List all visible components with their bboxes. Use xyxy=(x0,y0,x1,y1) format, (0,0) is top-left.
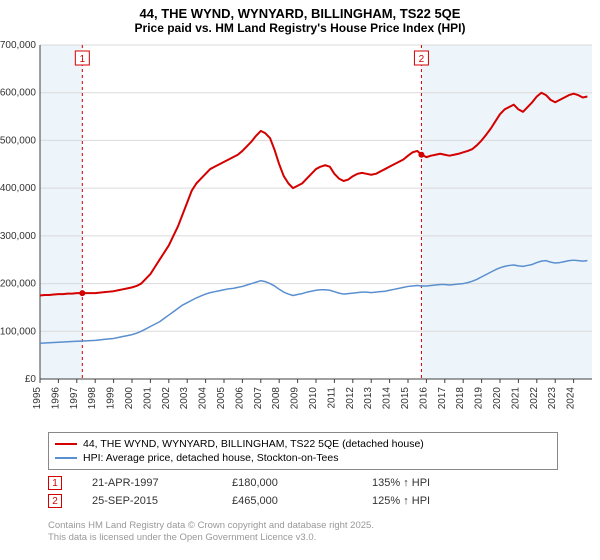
marker-price: £180,000 xyxy=(232,477,372,489)
svg-text:£300,000: £300,000 xyxy=(0,231,36,242)
svg-text:2019: 2019 xyxy=(474,387,485,410)
svg-text:2022: 2022 xyxy=(529,387,540,410)
marker-date: 21-APR-1997 xyxy=(92,477,232,489)
marker-pct: 135% ↑ HPI xyxy=(372,477,512,489)
svg-text:1: 1 xyxy=(80,54,86,65)
marker-date: 25-SEP-2015 xyxy=(92,495,232,507)
svg-text:£100,000: £100,000 xyxy=(0,326,36,337)
chart-area: £0 £100,000 £200,000 £300,000 £400,000 £500,0… xyxy=(0,39,600,429)
svg-text:2003: 2003 xyxy=(179,387,190,410)
svg-text:2: 2 xyxy=(419,54,425,65)
marker-pct: 125% ↑ HPI xyxy=(372,495,512,507)
marker-row: 1 21-APR-1997£180,000135% ↑ HPI xyxy=(48,474,558,492)
svg-text:2024: 2024 xyxy=(566,387,577,410)
marker-price: £465,000 xyxy=(232,495,372,507)
svg-text:2011: 2011 xyxy=(326,387,337,409)
svg-text:£700,000: £700,000 xyxy=(0,40,36,51)
svg-text:2013: 2013 xyxy=(363,387,374,410)
legend: 44, THE WYND, WYNYARD, BILLINGHAM, TS22 … xyxy=(48,432,558,470)
svg-text:1997: 1997 xyxy=(69,387,80,410)
svg-text:£200,000: £200,000 xyxy=(0,279,36,290)
svg-text:1996: 1996 xyxy=(50,387,61,410)
title-address: 44, THE WYND, WYNYARD, BILLINGHAM, TS22 … xyxy=(0,6,600,21)
title-subtitle: Price paid vs. HM Land Registry's House … xyxy=(0,21,600,35)
svg-text:2015: 2015 xyxy=(400,387,411,410)
marker-table: 1 21-APR-1997£180,000135% ↑ HPI 2 25-SEP-20… xyxy=(48,474,558,510)
svg-text:2012: 2012 xyxy=(345,387,356,410)
footer-attribution: Contains HM Land Registry data © Crown c… xyxy=(48,520,374,544)
chart-container: 44, THE WYND, WYNYARD, BILLINGHAM, TS22 … xyxy=(0,0,600,560)
footer-line-2: This data is licensed under the Open Gov… xyxy=(48,532,374,544)
legend-swatch xyxy=(55,443,77,445)
svg-text:2006: 2006 xyxy=(234,387,245,410)
svg-text:£600,000: £600,000 xyxy=(0,88,36,99)
svg-text:2004: 2004 xyxy=(198,387,209,410)
legend-label: HPI: Average price, detached house, Stoc… xyxy=(83,452,338,464)
svg-text:2001: 2001 xyxy=(142,387,153,410)
svg-text:2017: 2017 xyxy=(437,387,448,410)
svg-text:2021: 2021 xyxy=(510,387,521,410)
marker-badge: 1 xyxy=(48,476,62,490)
svg-text:2007: 2007 xyxy=(253,387,264,410)
svg-text:2008: 2008 xyxy=(271,387,282,410)
title-block: 44, THE WYND, WYNYARD, BILLINGHAM, TS22 … xyxy=(0,0,600,39)
svg-text:1998: 1998 xyxy=(87,387,98,410)
svg-text:£0: £0 xyxy=(25,374,37,385)
legend-row: 44, THE WYND, WYNYARD, BILLINGHAM, TS22 … xyxy=(55,437,551,451)
svg-text:2014: 2014 xyxy=(382,387,393,410)
svg-text:1995: 1995 xyxy=(32,387,43,410)
legend-row: HPI: Average price, detached house, Stoc… xyxy=(55,451,551,465)
svg-text:2002: 2002 xyxy=(161,387,172,410)
svg-text:2000: 2000 xyxy=(124,387,135,410)
svg-text:2016: 2016 xyxy=(418,387,429,410)
svg-text:£400,000: £400,000 xyxy=(0,183,36,194)
svg-text:2010: 2010 xyxy=(308,387,319,410)
legend-label: 44, THE WYND, WYNYARD, BILLINGHAM, TS22 … xyxy=(83,438,424,450)
svg-text:2018: 2018 xyxy=(455,387,466,410)
marker-row: 2 25-SEP-2015£465,000125% ↑ HPI xyxy=(48,492,558,510)
svg-text:£500,000: £500,000 xyxy=(0,135,36,146)
footer-line-1: Contains HM Land Registry data © Crown c… xyxy=(48,520,374,532)
line-chart: £0 £100,000 £200,000 £300,000 £400,000 £500,0… xyxy=(0,39,600,429)
svg-text:2005: 2005 xyxy=(216,387,227,410)
legend-swatch xyxy=(55,457,77,459)
marker-badge: 2 xyxy=(48,494,62,508)
svg-text:2023: 2023 xyxy=(547,387,558,410)
svg-text:1999: 1999 xyxy=(106,387,117,410)
svg-text:2009: 2009 xyxy=(290,387,301,410)
svg-text:2020: 2020 xyxy=(492,387,503,410)
